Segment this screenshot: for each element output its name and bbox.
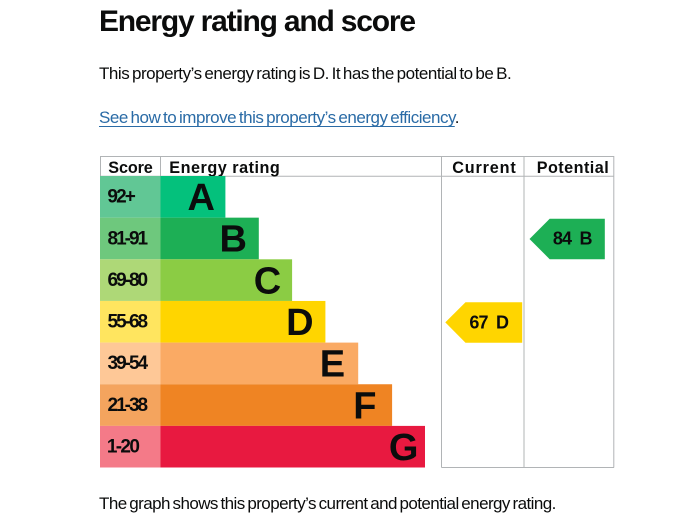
svg-text:B: B: [220, 219, 247, 261]
svg-text:Energy rating: Energy rating: [169, 159, 279, 177]
svg-text:84 B: 84 B: [553, 229, 593, 249]
svg-text:55-68: 55-68: [108, 312, 149, 333]
svg-text:C: C: [254, 260, 281, 302]
svg-text:92+: 92+: [107, 187, 135, 208]
svg-text:67 D: 67 D: [469, 313, 509, 333]
svg-text:39-54: 39-54: [108, 353, 149, 374]
svg-text:81-91: 81-91: [108, 228, 149, 249]
svg-text:G: G: [389, 427, 419, 468]
svg-text:A: A: [188, 177, 215, 219]
svg-text:D: D: [286, 302, 313, 344]
svg-text:Score: Score: [108, 159, 153, 177]
svg-text:Potential: Potential: [537, 159, 609, 177]
svg-text:1-20: 1-20: [107, 437, 140, 458]
svg-text:F: F: [353, 385, 376, 427]
svg-text:Current: Current: [452, 159, 516, 177]
svg-text:21-38: 21-38: [108, 395, 149, 416]
svg-text:69-80: 69-80: [108, 270, 149, 291]
svg-text:E: E: [320, 344, 345, 386]
